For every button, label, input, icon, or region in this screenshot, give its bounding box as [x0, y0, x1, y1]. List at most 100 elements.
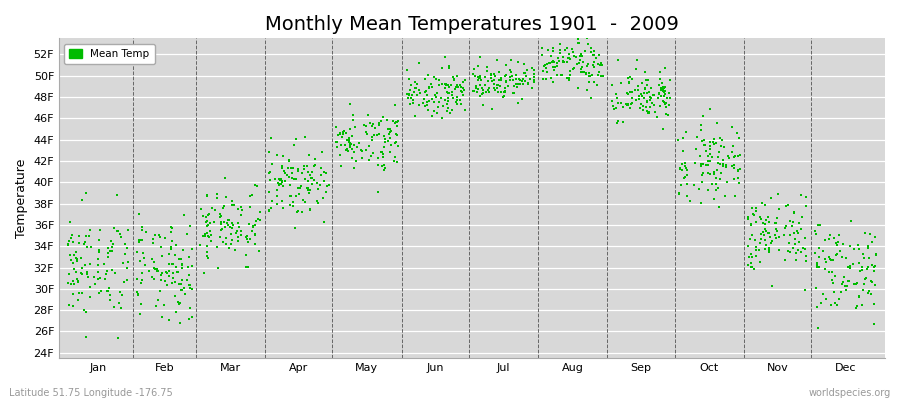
- Point: [744, 232, 759, 238]
- Point: [457, 87, 472, 93]
- Point: [134, 301, 148, 307]
- Point: [783, 232, 797, 239]
- Point: [371, 188, 385, 195]
- Point: [608, 91, 623, 98]
- Point: [768, 232, 782, 238]
- Point: [343, 144, 357, 150]
- Point: [744, 231, 759, 238]
- Point: [482, 84, 497, 91]
- Point: [575, 64, 590, 70]
- Point: [501, 83, 516, 89]
- Point: [263, 169, 277, 175]
- Point: [516, 80, 530, 87]
- Text: Latitude 51.75 Longitude -176.75: Latitude 51.75 Longitude -176.75: [9, 388, 173, 398]
- Point: [70, 278, 85, 284]
- Point: [687, 182, 701, 188]
- Point: [265, 205, 279, 211]
- Point: [680, 172, 694, 178]
- Point: [76, 306, 91, 313]
- Point: [274, 198, 289, 205]
- Point: [862, 288, 877, 294]
- Point: [362, 142, 376, 149]
- Point: [246, 223, 260, 229]
- Point: [202, 234, 216, 240]
- Point: [408, 85, 422, 92]
- Point: [302, 178, 316, 184]
- Point: [428, 108, 442, 114]
- Point: [470, 89, 484, 96]
- Point: [574, 69, 589, 75]
- Point: [715, 137, 729, 144]
- Point: [420, 92, 435, 98]
- Point: [680, 193, 694, 199]
- Point: [832, 232, 847, 238]
- Point: [630, 56, 644, 63]
- Point: [562, 75, 576, 81]
- Point: [493, 83, 508, 89]
- Point: [621, 101, 635, 108]
- Point: [749, 219, 763, 225]
- Point: [562, 77, 576, 83]
- Point: [183, 282, 197, 288]
- Point: [80, 244, 94, 250]
- Point: [535, 45, 549, 51]
- Point: [853, 268, 868, 274]
- Point: [454, 100, 469, 107]
- Point: [66, 278, 80, 284]
- Point: [329, 139, 344, 145]
- Point: [307, 162, 321, 169]
- Point: [694, 122, 708, 128]
- Point: [410, 92, 425, 99]
- Point: [846, 261, 860, 267]
- Point: [642, 110, 656, 117]
- Point: [165, 238, 179, 245]
- Point: [852, 294, 867, 300]
- Point: [752, 247, 767, 253]
- Point: [218, 224, 232, 230]
- Point: [644, 94, 659, 101]
- Point: [234, 232, 248, 238]
- Point: [105, 244, 120, 250]
- Point: [93, 275, 107, 281]
- Point: [215, 239, 230, 246]
- Point: [850, 280, 864, 286]
- Point: [494, 77, 508, 83]
- Point: [490, 57, 504, 64]
- Point: [791, 220, 806, 226]
- Point: [743, 260, 758, 266]
- Point: [742, 254, 756, 260]
- Point: [858, 230, 872, 236]
- Point: [865, 239, 879, 245]
- Point: [248, 221, 263, 228]
- Point: [315, 195, 329, 202]
- Point: [842, 278, 856, 284]
- Point: [741, 262, 755, 268]
- Point: [538, 62, 553, 68]
- Point: [656, 89, 670, 96]
- Point: [141, 268, 156, 274]
- Point: [203, 238, 218, 244]
- Point: [643, 104, 657, 110]
- Point: [733, 152, 747, 158]
- Point: [289, 176, 303, 182]
- Point: [72, 290, 86, 296]
- Point: [709, 175, 724, 181]
- Point: [551, 55, 565, 61]
- Point: [499, 72, 513, 78]
- Point: [822, 269, 836, 276]
- Point: [448, 86, 463, 92]
- Point: [438, 97, 453, 103]
- Point: [292, 185, 307, 191]
- Point: [847, 281, 861, 287]
- Point: [377, 132, 392, 139]
- Point: [705, 154, 719, 161]
- Point: [852, 246, 867, 252]
- Point: [819, 296, 833, 302]
- Point: [705, 180, 719, 187]
- Point: [178, 290, 193, 297]
- Point: [500, 78, 514, 85]
- Point: [718, 164, 733, 170]
- Point: [518, 70, 532, 77]
- Point: [706, 140, 721, 147]
- Point: [342, 136, 356, 143]
